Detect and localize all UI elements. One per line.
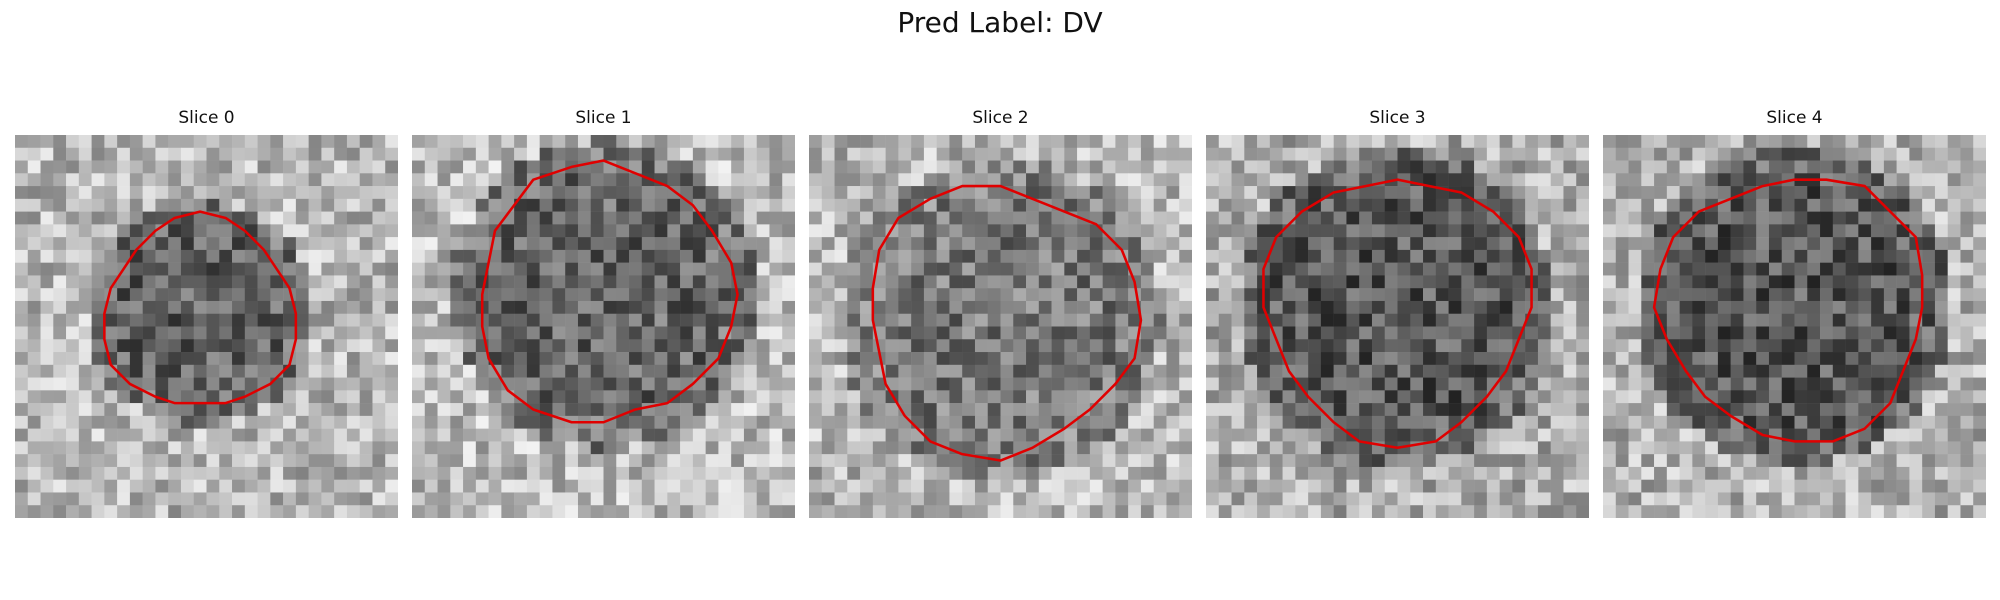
slice-image	[1603, 135, 1986, 518]
slice-title: Slice 2	[972, 108, 1029, 128]
figure-title: Pred Label: DV	[897, 6, 1103, 39]
slice-title: Slice 4	[1766, 108, 1823, 128]
segmentation-contour	[1262, 178, 1533, 450]
slice-panel-3: Slice 3	[1206, 108, 1589, 523]
slice-panel-4: Slice 4	[1603, 108, 1986, 523]
slice-title: Slice 3	[1369, 108, 1426, 128]
slice-title: Slice 0	[178, 108, 235, 128]
slice-title: Slice 1	[575, 108, 632, 128]
segmentation-contour	[871, 184, 1143, 462]
slice-image	[412, 135, 795, 518]
segmentation-contour	[103, 210, 298, 405]
slice-image	[15, 135, 398, 518]
segmentation-contour	[480, 159, 739, 424]
slice-panel-2: Slice 2	[809, 108, 1192, 523]
segmentation-contour	[1652, 178, 1924, 443]
slice-image	[809, 135, 1192, 518]
slice-image	[1206, 135, 1589, 518]
slice-panel-1: Slice 1	[412, 108, 795, 523]
slice-panel-0: Slice 0	[15, 108, 398, 523]
